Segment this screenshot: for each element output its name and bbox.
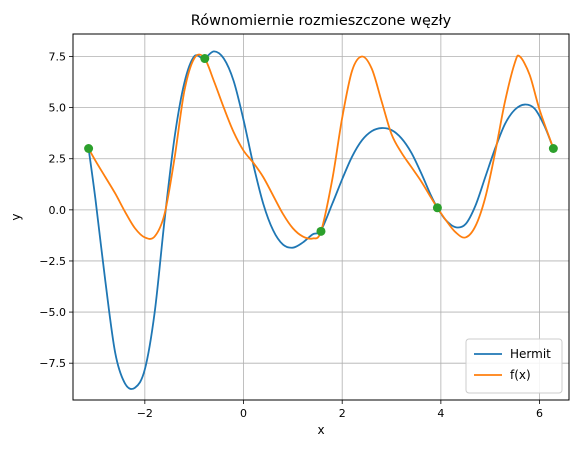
y-tick-label: −7.5 (39, 357, 66, 370)
node-point-marker (548, 144, 558, 154)
y-tick-label: 7.5 (49, 50, 67, 63)
node-point-marker (316, 226, 326, 236)
axis-ticks: −2 0 2 4 6 −7.5 −5.0 −2.5 0.0 2.5 5.0 7.5 (39, 50, 543, 420)
y-tick-label: 5.0 (49, 102, 67, 115)
legend-label: f(x) (510, 368, 531, 382)
chart-title: Równomiernie rozmieszczone węzły (191, 13, 452, 29)
grid (73, 34, 569, 400)
y-tick-label: 2.5 (49, 153, 67, 166)
legend-box (465, 338, 563, 394)
x-tick-label: 0 (240, 407, 247, 420)
y-tick-label: 0.0 (49, 204, 67, 217)
axes-frame (72, 33, 570, 401)
y-axis-label: y (9, 213, 23, 220)
y-tick-label: −2.5 (39, 255, 66, 268)
node-point-marker (432, 203, 442, 213)
x-axis-label: x (317, 423, 324, 437)
plot-area (84, 50, 558, 390)
node-point-marker (84, 144, 94, 154)
legend: Hermit f(x) (465, 338, 563, 394)
x-tick-label: −2 (137, 407, 153, 420)
x-tick-label: 6 (536, 407, 543, 420)
x-tick-label: 4 (437, 407, 444, 420)
legend-label: Hermit (510, 347, 551, 361)
x-tick-label: 2 (339, 407, 346, 420)
node-point-marker (200, 54, 210, 64)
y-tick-label: −5.0 (39, 306, 66, 319)
